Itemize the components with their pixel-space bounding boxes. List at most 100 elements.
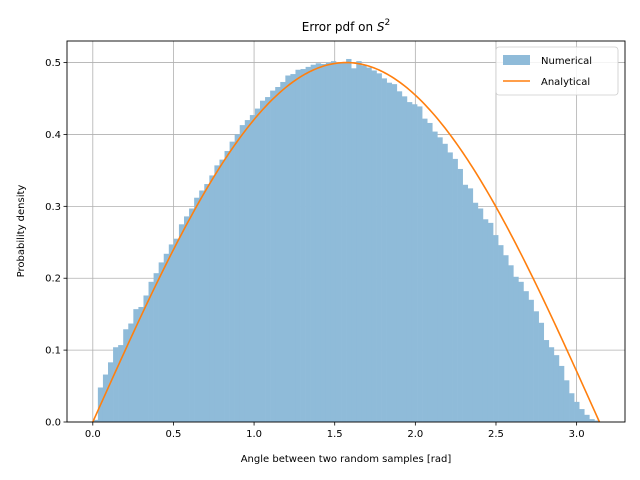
histogram-bar (523, 291, 529, 422)
y-axis-label: Probability density (16, 185, 27, 278)
histogram-bar (168, 244, 175, 422)
histogram-bar (417, 106, 423, 422)
x-tick-label: 2.5 (488, 429, 504, 440)
x-tick-label: 1.0 (246, 429, 262, 440)
legend-label-numerical: Numerical (541, 56, 592, 67)
histogram-bar (513, 276, 519, 422)
y-tick-label: 0.5 (45, 58, 61, 69)
histogram-bar (270, 90, 276, 423)
histogram-bar (371, 70, 377, 423)
histogram-bar (391, 84, 398, 422)
histogram-bar (133, 309, 139, 422)
histogram-bar (558, 365, 565, 422)
histogram-bar (108, 362, 114, 422)
histogram-bar (254, 108, 261, 423)
y-tick-label: 0.0 (45, 418, 61, 429)
histogram-bar (249, 115, 256, 422)
x-tick-label: 1.5 (327, 429, 343, 440)
histogram-bar (199, 190, 205, 422)
histogram-bar (503, 255, 509, 422)
histogram-bar (341, 62, 347, 422)
histogram-bar (123, 329, 129, 422)
x-tick-label: 0.5 (165, 429, 181, 440)
histogram-bar (401, 96, 408, 422)
histogram-bar (351, 68, 357, 422)
histogram-bar (366, 67, 372, 422)
histogram-bars (92, 58, 600, 423)
legend-swatch-numerical (503, 55, 530, 65)
histogram-bar (320, 64, 327, 422)
histogram-bar (184, 216, 190, 422)
histogram-bar (265, 97, 271, 422)
histogram-bar (376, 73, 382, 422)
histogram-bar (295, 69, 301, 423)
histogram-bar (477, 208, 484, 422)
histogram-bar (563, 380, 570, 422)
axis-ticks: 0.0 0.5 1.0 1.5 2.0 2.5 3.0 0.0 0.1 0.2 0.3 0.4 0.5 (45, 58, 584, 440)
histogram-bar (487, 222, 494, 422)
histogram-bar (229, 141, 235, 422)
histogram-bar (457, 168, 463, 422)
histogram-bar (330, 61, 337, 423)
histogram-bar (386, 82, 393, 422)
y-tick-label: 0.2 (45, 274, 61, 285)
chart-title: Error pdf on S2 (302, 18, 390, 34)
histogram-bar (244, 120, 251, 422)
histogram-bar (396, 91, 403, 423)
histogram-bar (594, 420, 600, 422)
histogram-bar (574, 401, 580, 422)
legend: Numerical Analytical (495, 46, 619, 96)
histogram-bar (381, 78, 387, 422)
histogram-bar (493, 235, 499, 422)
histogram-bar (239, 125, 246, 422)
histogram-bar (518, 281, 524, 422)
histogram-bar (508, 265, 514, 422)
y-tick-label: 0.1 (45, 346, 61, 357)
histogram-bar (325, 62, 332, 422)
histogram-bar (224, 150, 230, 422)
histogram-bar (138, 306, 144, 422)
histogram-bar (280, 81, 286, 423)
histogram-bar (290, 74, 296, 422)
histogram-bar (275, 87, 281, 423)
histogram-bar (113, 347, 119, 422)
x-axis-label: Angle between two random samples [rad] (241, 454, 452, 465)
histogram-bar (128, 323, 134, 422)
histogram-bar (553, 355, 560, 422)
histogram-bar (173, 238, 180, 422)
y-tick-label: 0.4 (45, 130, 61, 141)
histogram-bar (143, 295, 149, 422)
histogram-bar (158, 262, 165, 422)
histogram-bar (153, 273, 159, 422)
x-tick-label: 0.0 (85, 429, 101, 440)
histogram-bar (178, 224, 185, 422)
histogram-bar (315, 63, 322, 422)
histogram-bar (102, 374, 109, 422)
histogram-bar (432, 131, 438, 422)
histogram-bar (498, 245, 504, 422)
histogram-bar (422, 118, 428, 423)
histogram-bar (361, 65, 367, 422)
histogram-bar (538, 322, 545, 422)
histogram-bar (148, 281, 154, 422)
plot-frame (66, 40, 626, 423)
histogram-bar (437, 137, 443, 422)
histogram-bar (219, 159, 225, 422)
histogram-bar (447, 152, 453, 422)
histogram-bar (310, 64, 317, 422)
histogram-bar (356, 61, 362, 423)
histogram-bar (472, 202, 479, 422)
histogram-bar (346, 58, 352, 422)
histogram-bar (259, 100, 266, 422)
histogram-bar (285, 75, 291, 422)
histogram-bar (300, 69, 306, 422)
histogram-bar (92, 419, 99, 422)
histogram-bar (427, 122, 433, 423)
histogram-bar (411, 104, 418, 422)
histogram-bar (533, 311, 539, 422)
histogram-bar (452, 158, 458, 422)
histogram-bar (194, 197, 200, 422)
analytical-curve (92, 61, 601, 423)
histogram-bar (584, 414, 590, 422)
